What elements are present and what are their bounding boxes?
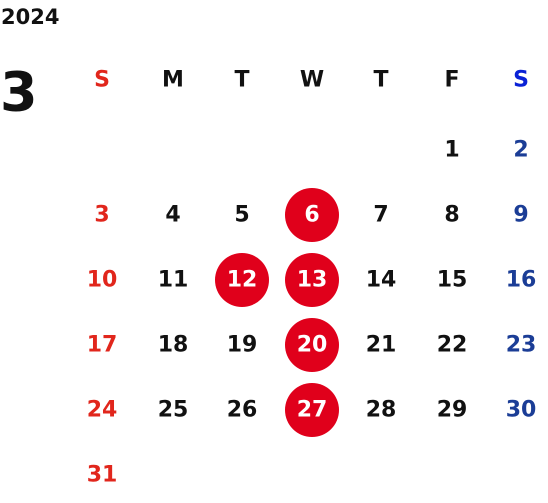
day-number: 23 — [506, 333, 537, 358]
weekday-label: M — [162, 68, 184, 93]
day-number: 28 — [366, 398, 397, 423]
highlight-circle — [285, 188, 339, 242]
day-number: 18 — [158, 333, 189, 358]
day-number: 22 — [437, 333, 468, 358]
day-number: 9 — [513, 203, 528, 228]
weekday-label: S — [94, 68, 110, 93]
highlight-circle — [285, 318, 339, 372]
weekday-label: S — [513, 68, 529, 93]
weekday-label: T — [234, 68, 249, 93]
day-number: 14 — [366, 268, 397, 293]
highlight-circle — [285, 253, 339, 307]
weekday-label: F — [444, 68, 459, 93]
day-number: 20 — [297, 333, 328, 358]
day-number: 8 — [444, 203, 459, 228]
day-number: 26 — [227, 398, 258, 423]
day-number: 7 — [373, 203, 388, 228]
day-number: 6 — [304, 203, 319, 228]
weekday-label: W — [300, 68, 324, 93]
year: 2024 — [1, 5, 59, 29]
highlight-circle — [215, 253, 269, 307]
day-number: 12 — [227, 268, 258, 293]
day-number: 16 — [506, 268, 537, 293]
day-number: 15 — [437, 268, 468, 293]
day-number: 27 — [297, 398, 328, 423]
day-number: 17 — [87, 333, 118, 358]
highlight-circle — [285, 383, 339, 437]
month: 3 — [0, 61, 38, 124]
day-number: 30 — [506, 398, 537, 423]
day-number: 13 — [297, 268, 328, 293]
weekday-label: T — [373, 68, 388, 93]
day-number: 25 — [158, 398, 189, 423]
day-number: 3 — [94, 203, 109, 228]
day-number: 5 — [234, 203, 249, 228]
day-number: 24 — [87, 398, 118, 423]
day-number: 1 — [444, 138, 459, 163]
day-number: 31 — [87, 463, 118, 488]
day-number: 4 — [165, 203, 180, 228]
day-number: 19 — [227, 333, 258, 358]
day-number: 29 — [437, 398, 468, 423]
day-number: 2 — [513, 138, 528, 163]
day-number: 10 — [87, 268, 118, 293]
day-number: 11 — [158, 268, 189, 293]
day-number: 21 — [366, 333, 397, 358]
